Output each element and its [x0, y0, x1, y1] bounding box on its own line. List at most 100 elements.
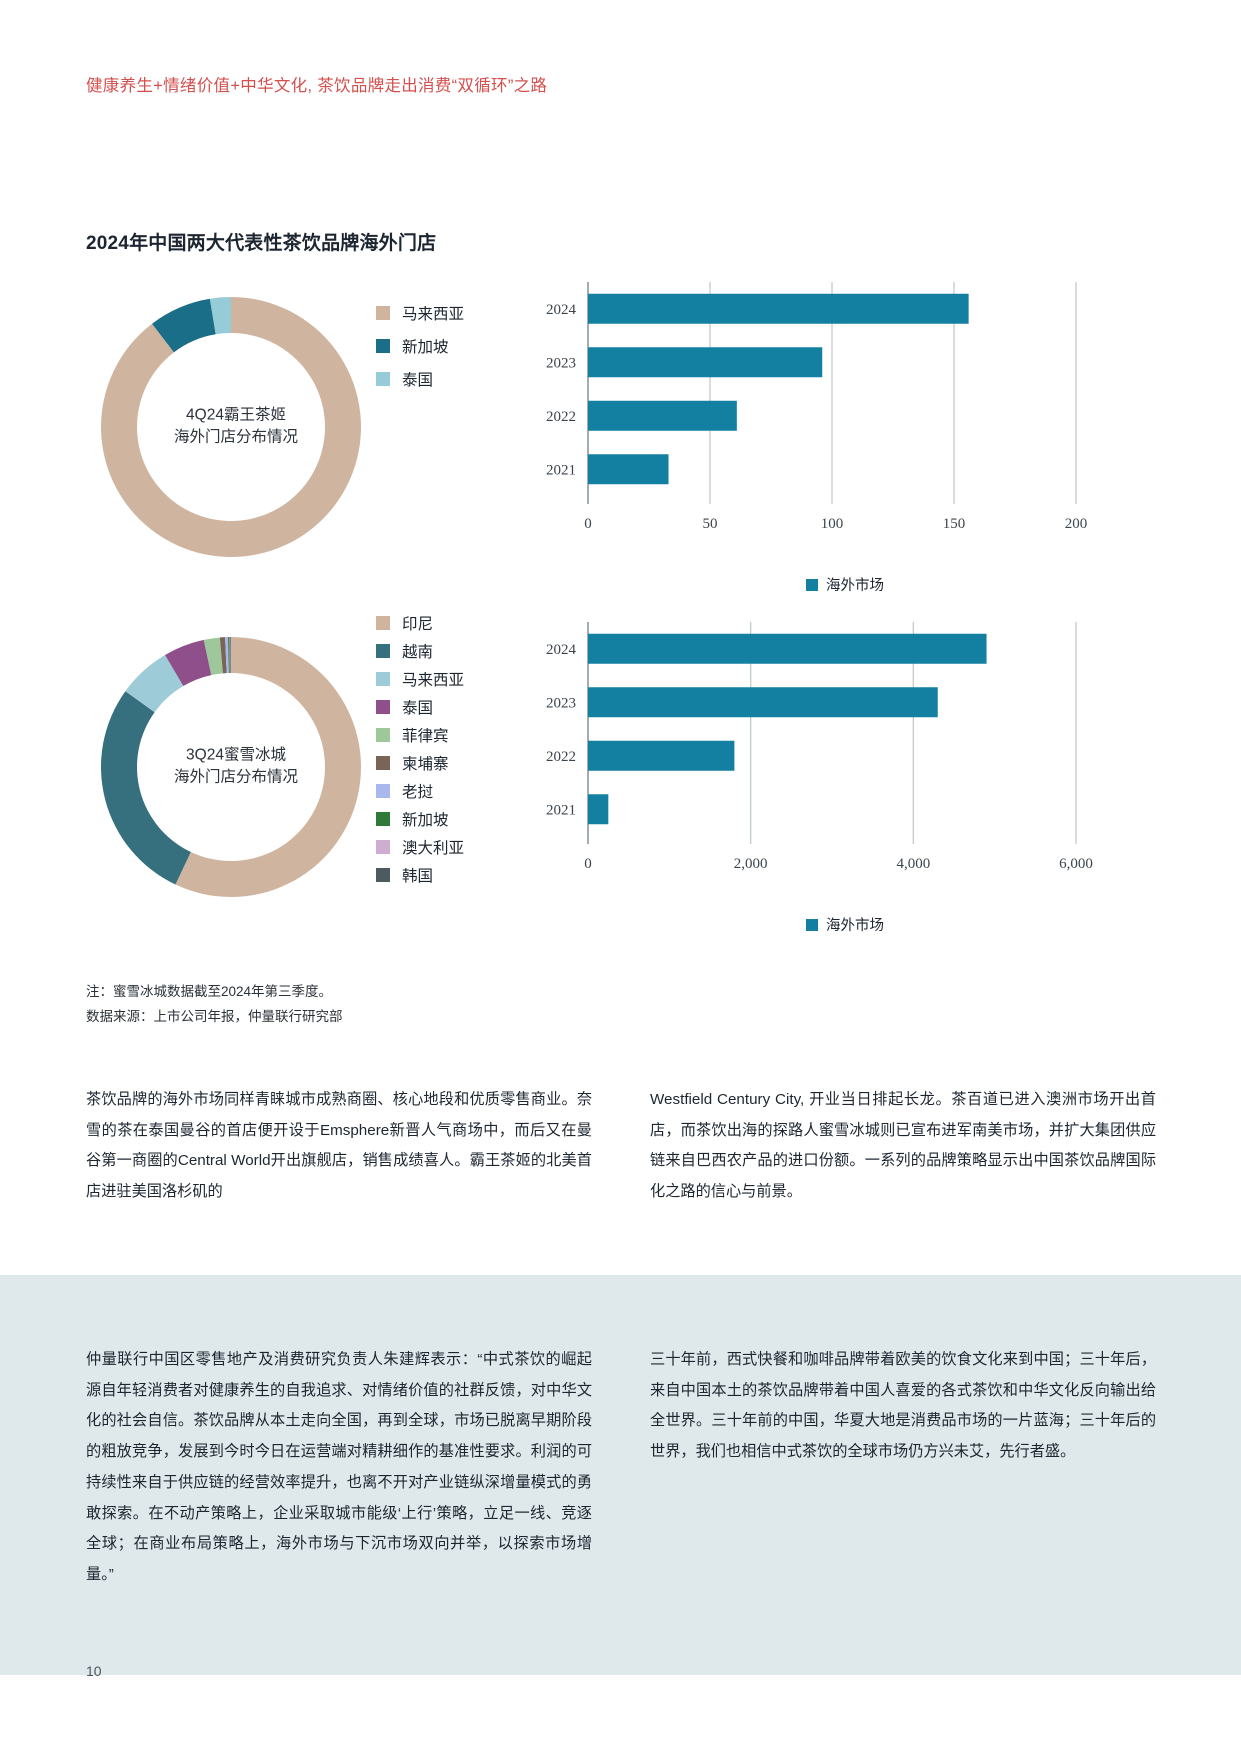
bar-svg-1: 2024 2023 2022 2021 0 50 100 150 200 [546, 282, 1088, 532]
legend-item: 泰国 [376, 696, 464, 718]
legend-label: 海外市场 [826, 578, 884, 594]
bar-category-label: 2021 [546, 462, 576, 478]
donut-legend-1: 马来西亚 新加坡 泰国 [376, 302, 464, 401]
figure-charts: 4Q24霸王茶姬 海外门店分布情况 马来西亚 新加坡 泰国 [86, 282, 1156, 934]
running-header: 健康养生+情绪价值+中华文化, 茶饮品牌走出消费“双循环”之路 [86, 77, 548, 95]
note-line-1: 注：蜜雪冰城数据截至2024年第三季度。 [86, 984, 333, 999]
bar-legend-2: 海外市场 [806, 914, 884, 935]
donut-slice [229, 637, 231, 674]
legend-swatch-icon [376, 812, 390, 826]
x-axis-tick-label: 150 [943, 516, 966, 532]
legend-swatch-icon [376, 756, 390, 770]
donut-slice [100, 297, 361, 557]
bar-category-label: 2022 [546, 409, 576, 425]
donut-svg-2 [100, 637, 361, 897]
legend-item: 新加坡 [376, 808, 464, 830]
donut-svg-1 [100, 297, 361, 557]
legend-label: 马来西亚 [402, 672, 465, 689]
legend-label: 马来西亚 [402, 306, 465, 323]
legend-item: 马来西亚 [376, 668, 464, 690]
note-line-2: 数据来源：上市公司年报，仲量联行研究部 [86, 1008, 343, 1024]
donut-slice [125, 654, 184, 713]
donut-slice [152, 298, 216, 353]
quote-paragraph-left: 仲量联行中国区零售地产及消费研究负责人朱建辉表示：“中式茶饮的崛起源自年轻消费者… [86, 1351, 592, 1583]
quote-band-background [0, 1275, 1241, 1675]
bar-chart-mixue: 2024 2023 2022 2021 0 2,000 4,000 6,000 [516, 604, 1096, 894]
x-axis-tick-label: 6,000 [1059, 856, 1093, 872]
donut-slice [209, 297, 231, 335]
body-paragraph-right: Westfield Century City, 开业当日排起长龙。茶百道已进入澳… [650, 1091, 1156, 1201]
legend-swatch-icon [376, 868, 390, 882]
legend-swatch-icon [376, 700, 390, 714]
body-paragraph-left: 茶饮品牌的海外市场同样青睐城市成熟商圈、核心地段和优质零售商业。奈雪的茶在泰国曼… [86, 1091, 592, 1201]
chart-row-2: 3Q24蜜雪冰城 海外门店分布情况 印尼 越南 马来西亚 [86, 612, 1156, 934]
legend-label: 泰国 [402, 372, 434, 389]
legend-item: 泰国 [376, 368, 464, 390]
legend-swatch-icon [376, 372, 390, 386]
legend-label: 越南 [402, 644, 434, 661]
bar-category-label: 2021 [546, 802, 576, 818]
legend-swatch-icon [806, 918, 818, 931]
legend-swatch-icon [376, 840, 390, 854]
x-axis-tick-label: 50 [703, 516, 718, 532]
bar [588, 454, 669, 485]
bar-category-label: 2024 [546, 302, 577, 318]
quote-paragraph-right: 三十年前，西式快餐和咖啡品牌带着欧美的饮食文化来到中国；三十年后，来自中国本土的… [650, 1351, 1156, 1461]
bar-category-label: 2024 [546, 642, 577, 658]
x-axis-tick-label: 2,000 [734, 856, 768, 872]
bar [588, 293, 969, 324]
x-axis-tick-label: 100 [821, 516, 844, 532]
body-columns: 茶饮品牌的海外市场同样青睐城市成熟商圈、核心地段和优质零售商业。奈雪的茶在泰国曼… [86, 1085, 1156, 1208]
donut-chart-mixue: 3Q24蜜雪冰城 海外门店分布情况 [86, 622, 386, 912]
bar [588, 347, 823, 378]
bar [588, 740, 735, 771]
legend-item: 柬埔寨 [376, 752, 464, 774]
bar-legend-1: 海外市场 [806, 574, 884, 595]
chart-row-1: 4Q24霸王茶姬 海外门店分布情况 马来西亚 新加坡 泰国 [86, 282, 1156, 594]
donut-slice [225, 637, 229, 674]
legend-item: 韩国 [376, 864, 464, 886]
legend-label: 海外市场 [826, 918, 884, 934]
donut-slice [219, 637, 227, 674]
x-axis-tick-label: 200 [1065, 516, 1088, 532]
bar-svg-2: 2024 2023 2022 2021 0 2,000 4,000 6,000 [546, 622, 1093, 872]
bar [588, 400, 737, 431]
legend-swatch-icon [376, 616, 390, 630]
donut-slice [100, 691, 191, 885]
legend-swatch-icon [376, 784, 390, 798]
legend-item: 老挝 [376, 780, 464, 802]
legend-label: 印尼 [402, 616, 434, 633]
legend-swatch-icon [376, 672, 390, 686]
legend-swatch-icon [376, 339, 390, 353]
page-number: 10 [86, 1663, 102, 1679]
donut-slice [165, 639, 212, 686]
bar [588, 794, 609, 825]
bar-chart-chagee: 2024 2023 2022 2021 0 50 100 150 200 [516, 264, 1096, 554]
legend-item: 越南 [376, 640, 464, 662]
figure-note: 注：蜜雪冰城数据截至2024年第三季度。 数据来源：上市公司年报，仲量联行研究部 [86, 980, 343, 1030]
x-axis-tick-label: 0 [584, 856, 592, 872]
legend-item: 新加坡 [376, 335, 464, 357]
legend-label: 泰国 [402, 700, 434, 717]
bar-category-label: 2022 [546, 749, 576, 765]
legend-label: 新加坡 [402, 339, 449, 356]
legend-label: 新加坡 [402, 812, 449, 829]
donut-slice [175, 637, 361, 897]
legend-swatch-icon [806, 578, 818, 591]
bar [588, 633, 987, 664]
bar-category-label: 2023 [546, 355, 576, 371]
donut-slice [203, 637, 223, 676]
legend-swatch-icon [376, 306, 390, 320]
donut-slice [230, 637, 231, 674]
x-axis-tick-label: 0 [584, 516, 592, 532]
figure-title: 2024年中国两大代表性茶饮品牌海外门店 [86, 233, 437, 254]
bar-category-label: 2023 [546, 695, 576, 711]
donut-legend-2: 印尼 越南 马来西亚 泰国 菲律宾 [376, 612, 464, 892]
x-axis-tick-label: 4,000 [896, 856, 930, 872]
quote-band-columns: 仲量联行中国区零售地产及消费研究负责人朱建辉表示：“中式茶饮的崛起源自年轻消费者… [86, 1345, 1156, 1591]
legend-item: 印尼 [376, 612, 464, 634]
legend-label: 澳大利亚 [402, 840, 465, 857]
donut-slice [228, 637, 230, 674]
bar [588, 687, 938, 718]
